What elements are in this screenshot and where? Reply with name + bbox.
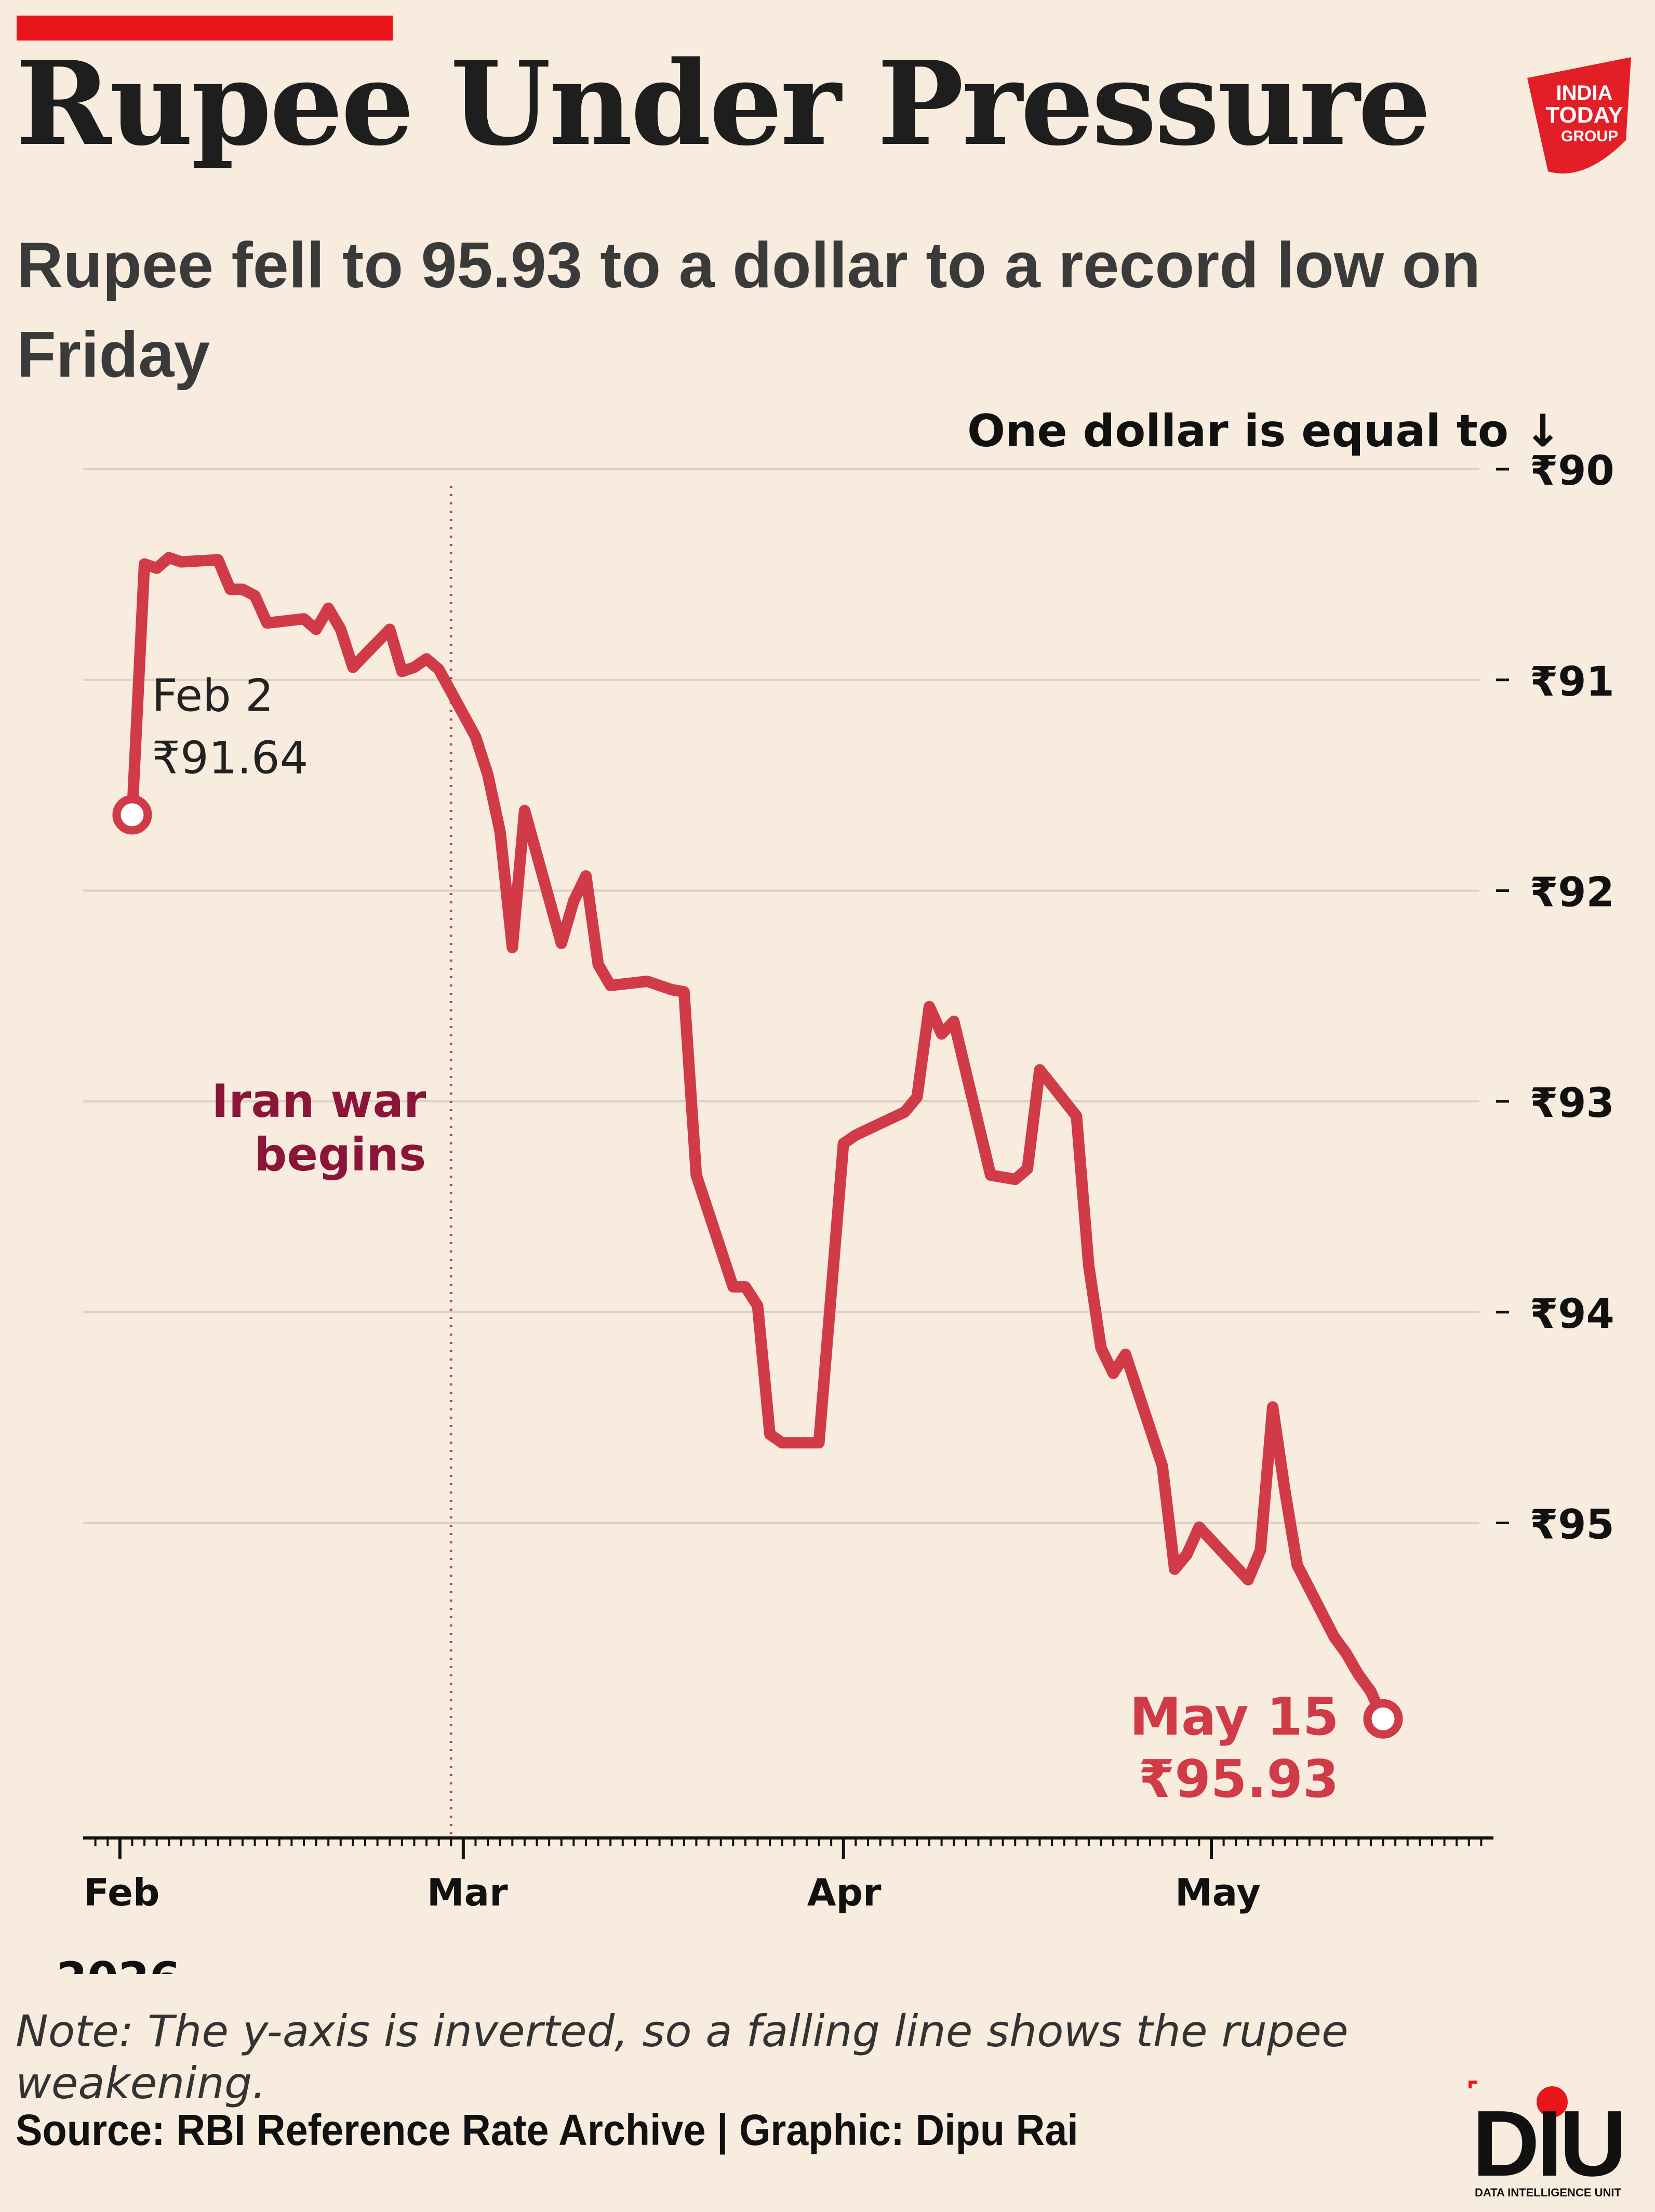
end-annotation-value: ₹95.93: [1139, 1749, 1339, 1809]
end-point-marker: [1363, 1699, 1403, 1739]
y-tick-label: ₹94: [1530, 1291, 1614, 1338]
y-tick-label: ₹90: [1530, 448, 1614, 495]
diu-logo: DIU DATA INTELLIGENCE UNIT: [1469, 2081, 1627, 2199]
x-axis: Feb Mar Apr May: [83, 1836, 1493, 1914]
end-annotation-date: May 15: [1129, 1686, 1339, 1747]
india-today-logo: INDIA TODAY GROUP: [1527, 57, 1631, 174]
svg-text:GROUP: GROUP: [1561, 128, 1618, 145]
year-label: 2026: [56, 1953, 180, 1974]
start-annotation-date: Feb 2: [152, 670, 273, 722]
rupee-rate-line: [126, 552, 1389, 1725]
diu-logo-text: DIU: [1472, 2091, 1624, 2196]
endpoint-markers: [112, 795, 1403, 1739]
start-annotation-value: ₹91.64: [152, 732, 308, 784]
y-axis: ₹90 ₹91 ₹92 ₹93 ₹94 ₹95: [1496, 448, 1614, 1548]
y-tick-label: ₹91: [1530, 659, 1614, 705]
diu-logo-subtext: DATA INTELLIGENCE UNIT: [1475, 2186, 1621, 2199]
page-subtitle: Rupee fell to 95.93 to a dollar to a rec…: [17, 230, 1481, 391]
y-tick-label: ₹92: [1530, 869, 1614, 916]
war-annotation-line2: begins: [254, 1128, 426, 1181]
x-tick-label: Feb: [84, 1871, 160, 1914]
start-point-marker: [112, 795, 152, 835]
y-tick-label: ₹95: [1530, 1501, 1614, 1548]
war-annotation-line1: Iran war: [211, 1074, 426, 1128]
source-credit: Source: RBI Reference Rate Archive | Gra…: [16, 2106, 1078, 2154]
rupee-line-chart: Feb Mar Apr May ₹90 ₹91 ₹92 ₹93 ₹94 ₹95 Feb 2 ₹9…: [56, 448, 1614, 1974]
chart-note: Note: The y-axis is inverted, so a falli…: [16, 2006, 1349, 2109]
svg-text:INDIA: INDIA: [1556, 82, 1613, 104]
y-axis-label: One dollar is equal to ↓: [967, 405, 1561, 457]
accent-bar: [17, 16, 393, 41]
x-tick-label: Apr: [807, 1871, 882, 1914]
svg-text:TODAY: TODAY: [1545, 102, 1623, 128]
y-tick-label: ₹93: [1530, 1080, 1614, 1127]
gridlines: [83, 468, 1479, 1524]
x-tick-label: May: [1175, 1871, 1261, 1914]
x-tick-label: Mar: [427, 1871, 508, 1914]
page-title: Rupee Under Pressure: [16, 36, 1431, 171]
